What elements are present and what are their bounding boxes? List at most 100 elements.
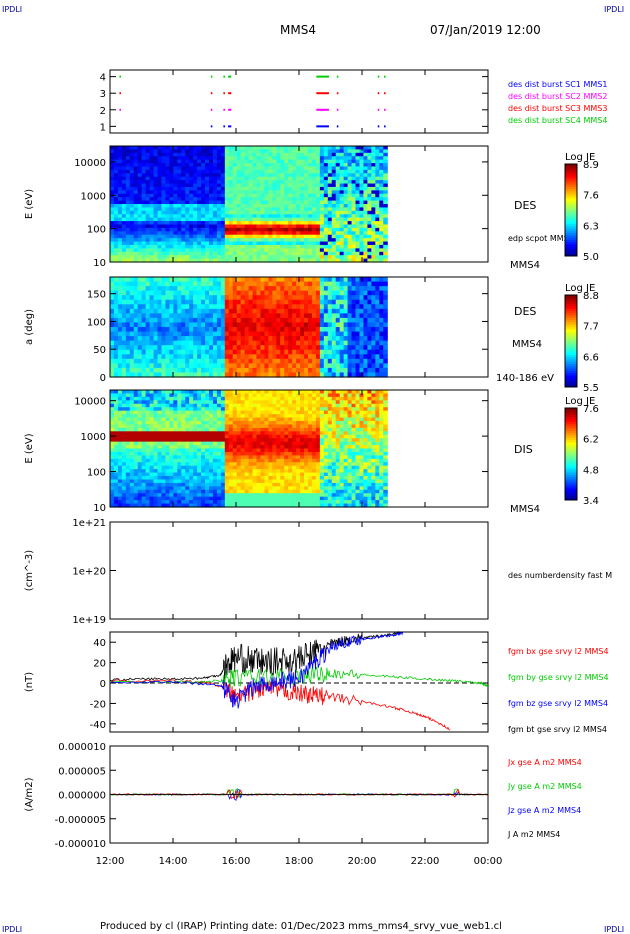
des-energy-panel-cell <box>260 152 266 157</box>
des-energy-panel-cell <box>177 183 182 188</box>
des-energy-panel-cell <box>359 190 365 195</box>
des-pitch-panel-cell <box>185 363 190 369</box>
des-pitch-panel-cell <box>185 336 190 342</box>
dis-energy-panel-cell <box>169 438 174 443</box>
des-energy-panel-cell <box>216 169 222 174</box>
des-energy-panel-cell <box>268 186 273 191</box>
dis-energy-panel-cell <box>157 455 163 460</box>
des-energy-panel-cell <box>367 210 372 215</box>
dis-energy-panel-cell <box>141 482 147 487</box>
des-energy-panel-cell <box>343 173 349 178</box>
des-energy-panel-cell <box>315 231 321 236</box>
des-energy-panel-cell <box>288 210 293 215</box>
des-pitch-panel-cell <box>232 290 238 296</box>
des-energy-panel-cell <box>228 224 234 229</box>
des-energy-panel-cell <box>117 214 123 219</box>
des-pitch-panel-cell <box>323 340 329 346</box>
des-pitch-panel-cell <box>284 349 289 355</box>
des-energy-panel-cell <box>220 173 226 178</box>
des-energy-panel-cell <box>181 231 186 236</box>
dis-energy-panel-cell <box>169 451 174 456</box>
des-pitch-panel-cell <box>232 313 238 319</box>
des-pitch-panel-cell <box>244 304 250 310</box>
des-pitch-panel-cell <box>145 295 151 301</box>
des-pitch-panel-cell <box>335 345 341 351</box>
des-pitch-panel-cell <box>315 363 321 369</box>
des-energy-panel-cell <box>205 173 210 178</box>
des-pitch-panel-cell <box>304 304 309 310</box>
des-pitch-panel-cell <box>308 304 313 310</box>
des-energy-panel-cell <box>224 159 230 164</box>
des-pitch-panel-cell <box>268 358 273 364</box>
dis-energy-panel-cell <box>181 393 186 398</box>
des-pitch-panel-cell <box>133 317 139 324</box>
des-energy-panel-colorbar-tick: 5.0 <box>583 252 599 263</box>
des-energy-panel-cell <box>335 149 341 154</box>
des-pitch-panel-cell <box>335 317 341 324</box>
des-energy-panel-cell <box>240 241 246 246</box>
des-pitch-panel-cell <box>311 322 317 328</box>
des-energy-panel-cell <box>335 190 341 195</box>
dis-energy-panel-cell <box>169 455 174 460</box>
des-energy-panel-cell <box>212 204 218 209</box>
des-pitch-panel-ylabel: a (deg) <box>24 309 35 345</box>
des-pitch-panel-cell <box>232 358 238 364</box>
des-energy-panel-cell <box>323 176 329 181</box>
des-energy-panel-cell <box>236 190 242 195</box>
des-energy-panel-cell <box>347 231 353 236</box>
des-pitch-panel-cell <box>327 308 333 314</box>
dis-energy-panel-cell <box>129 427 135 432</box>
des-energy-panel-cell <box>236 248 242 253</box>
des-pitch-panel-cell <box>177 327 182 333</box>
des-pitch-panel-cell <box>335 290 341 296</box>
des-pitch-panel-cell <box>260 308 266 314</box>
dis-energy-panel-cell <box>145 445 151 450</box>
des-energy-panel-cell <box>300 149 305 154</box>
dis-energy-panel-cell <box>125 414 131 419</box>
des-energy-panel-cell <box>383 197 388 202</box>
des-pitch-panel-cell <box>351 354 357 360</box>
des-pitch-panel-colorbar-cell <box>565 338 577 342</box>
burst-mark <box>384 92 386 95</box>
des-pitch-panel-cell <box>264 327 269 333</box>
dis-energy-panel-cell <box>181 448 186 453</box>
dis-energy-panel-cell <box>185 500 190 505</box>
des-energy-panel-cell <box>220 163 226 168</box>
dis-energy-panel-cell <box>185 441 190 446</box>
des-pitch-panel-cell <box>201 363 206 369</box>
des-energy-panel-cell <box>327 166 333 171</box>
des-energy-panel-cell <box>110 231 115 236</box>
des-energy-panel-cell <box>161 251 167 256</box>
des-energy-panel-cell <box>292 200 297 205</box>
des-energy-panel-cell <box>284 186 289 191</box>
des-pitch-panel-cell <box>189 299 194 305</box>
des-energy-panel-cell <box>347 255 353 260</box>
dis-energy-panel-cell <box>153 441 159 446</box>
des-energy-panel-cell <box>319 193 325 198</box>
des-pitch-panel-cell <box>272 317 277 324</box>
des-energy-panel-cell <box>276 204 281 209</box>
des-energy-panel-cell <box>240 238 246 243</box>
des-pitch-panel-cell <box>113 304 119 310</box>
des-energy-panel-cell <box>189 200 194 205</box>
des-pitch-panel-cell <box>236 295 242 301</box>
des-pitch-panel-cell <box>153 295 159 301</box>
des-energy-panel-cell <box>319 152 325 157</box>
des-energy-panel-cell <box>201 200 206 205</box>
dis-energy-panel-cell <box>173 500 178 505</box>
des-energy-panel-cell <box>110 244 115 249</box>
des-pitch-panel-cell <box>347 358 353 364</box>
dis-energy-panel-cell <box>173 420 178 426</box>
dis-energy-panel-cell <box>157 489 163 494</box>
des-energy-panel-cell <box>339 159 345 164</box>
des-energy-panel-cell <box>141 255 147 260</box>
dis-energy-panel-cell <box>157 479 163 484</box>
des-pitch-panel-cell <box>193 281 198 287</box>
des-pitch-panel-cell <box>153 308 159 314</box>
des-energy-panel-cell <box>161 207 167 212</box>
des-energy-panel-cell <box>165 224 170 229</box>
des-energy-panel-cell <box>335 197 341 202</box>
des-energy-panel-cell <box>236 234 242 239</box>
des-energy-panel-cell <box>292 251 297 256</box>
des-energy-panel-cell <box>220 238 226 243</box>
